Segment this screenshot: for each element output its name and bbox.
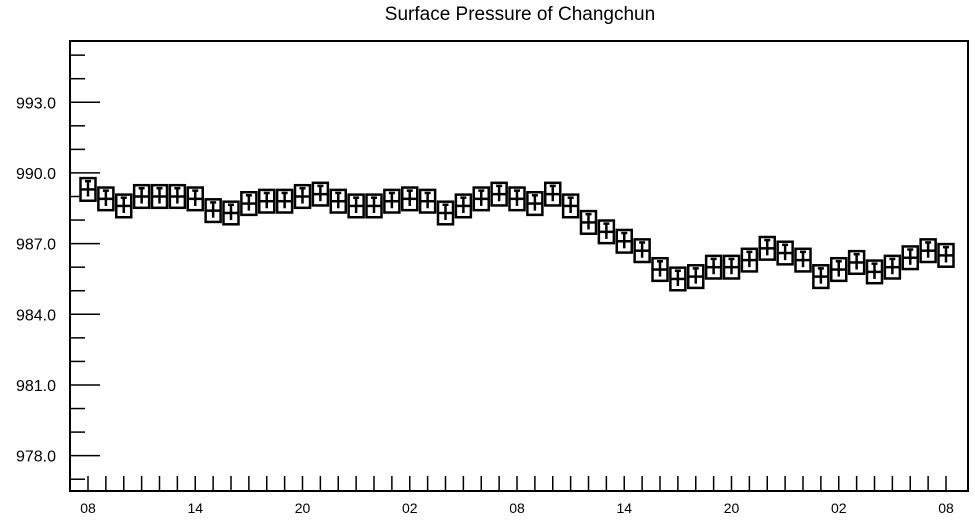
y-tick-label: 978.0 (16, 449, 56, 466)
box-glyph (847, 249, 866, 276)
y-tick-label: 993.0 (16, 95, 56, 112)
x-tick-label: 20 (724, 500, 740, 516)
box-glyph (240, 191, 258, 217)
box-glyph (526, 191, 544, 217)
box-glyph (508, 186, 526, 212)
box-glyph (633, 238, 651, 264)
box-glyph (115, 193, 133, 219)
x-tick-label: 02 (831, 500, 847, 516)
box-glyph (222, 200, 240, 226)
box-glyph (883, 254, 902, 280)
box-glyph (687, 264, 705, 290)
box-series (79, 176, 955, 292)
box-glyph (383, 188, 401, 214)
box-glyph (776, 240, 794, 266)
box-glyph (311, 181, 330, 207)
box-glyph (901, 245, 919, 271)
box-glyph (615, 228, 633, 254)
x-tick-label: 02 (402, 500, 418, 516)
y-tick-label: 990.0 (16, 166, 56, 183)
box-glyph (651, 256, 669, 283)
box-glyph (329, 188, 347, 214)
y-tick-label: 981.0 (16, 378, 56, 395)
box-glyph (722, 254, 741, 280)
box-glyph (454, 193, 473, 219)
x-tick-label: 20 (295, 500, 311, 516)
x-tick-label: 08 (509, 500, 525, 516)
box-glyph (401, 186, 419, 212)
box-glyph (436, 200, 455, 226)
x-tick-label: 14 (616, 500, 632, 516)
box-glyph (865, 259, 884, 285)
y-axis: 978.0 981.0 984.0 987.0 990.0 993.0 (16, 54, 100, 480)
box-glyph (472, 186, 490, 212)
x-axis: 08 14 20 02 08 14 20 02 08 (80, 476, 954, 516)
box-glyph (937, 242, 955, 268)
y-tick-label: 984.0 (16, 307, 56, 324)
box-glyph (275, 188, 294, 214)
box-glyph (919, 238, 937, 264)
box-glyph (758, 235, 776, 261)
box-glyph (561, 193, 580, 219)
box-glyph (812, 264, 830, 290)
x-tick-label: 08 (938, 500, 954, 516)
y-tick-label: 987.0 (16, 237, 56, 254)
chart-title: Surface Pressure of Changchun (384, 4, 656, 25)
box-glyph (704, 254, 723, 280)
box-glyph (347, 193, 365, 219)
box-glyph (418, 188, 437, 214)
box-glyph (132, 183, 151, 210)
box-glyph (97, 186, 115, 212)
box-glyph (597, 219, 616, 245)
box-glyph (830, 256, 848, 283)
box-glyph (740, 247, 759, 273)
box-glyph (544, 181, 562, 207)
box-glyph (168, 183, 187, 210)
box-glyph (669, 266, 687, 292)
box-glyph (579, 209, 598, 235)
box-glyph (79, 176, 97, 202)
box-glyph (258, 188, 276, 214)
box-glyph (490, 181, 508, 207)
box-glyph (365, 193, 383, 219)
box-glyph (794, 247, 812, 273)
plot-frame (69, 40, 969, 492)
box-glyph (150, 183, 169, 210)
box-glyph (186, 186, 204, 212)
x-tick-label: 08 (80, 500, 96, 516)
box-glyph (204, 198, 222, 224)
x-tick-label: 14 (187, 500, 203, 516)
box-glyph (293, 183, 312, 210)
